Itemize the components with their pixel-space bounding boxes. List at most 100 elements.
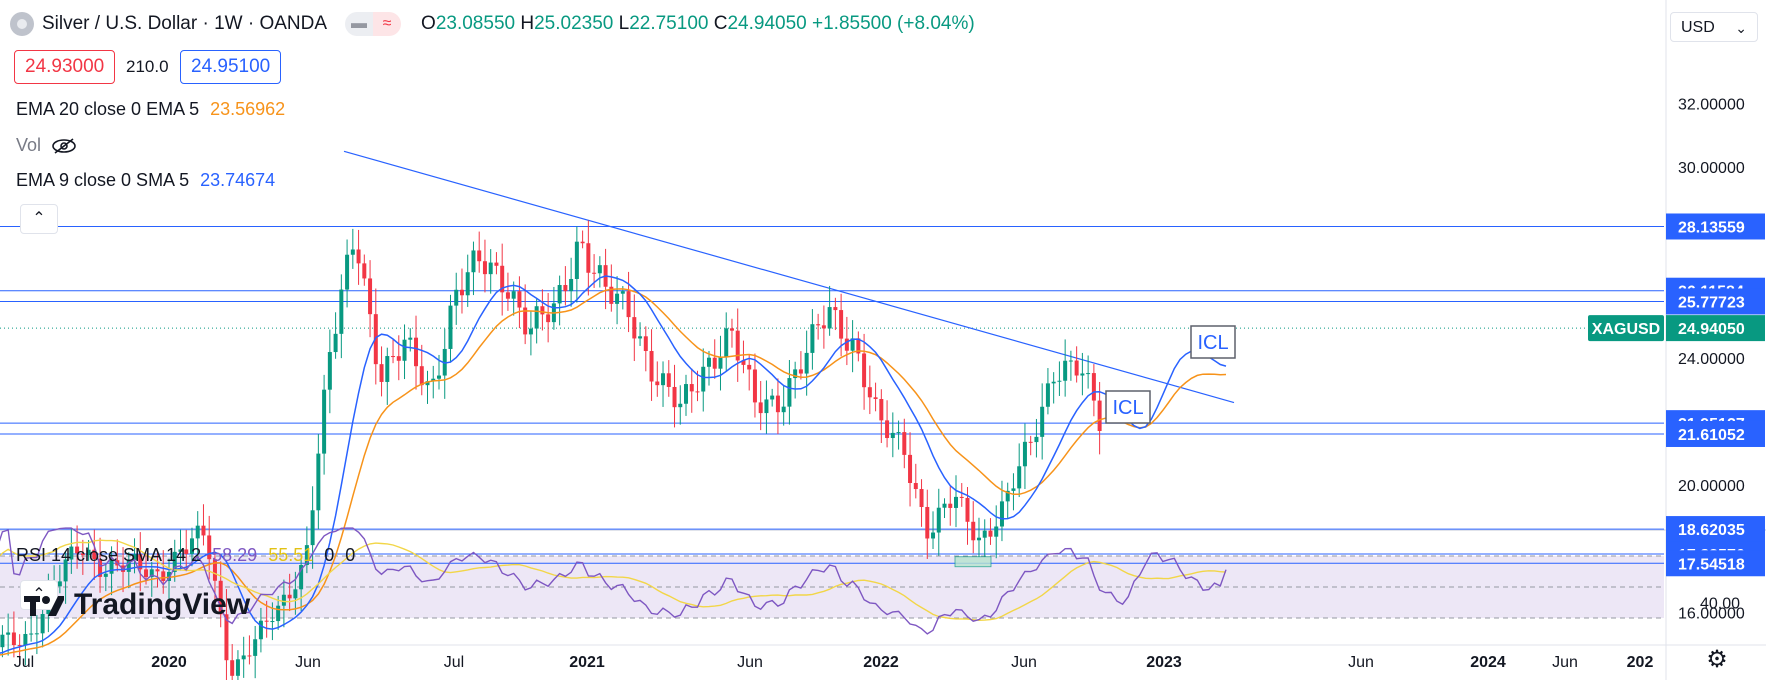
annotation-box <box>1105 390 1151 424</box>
current-price-tag[interactable] <box>1666 315 1765 342</box>
candle-body <box>563 285 568 292</box>
symbol-title[interactable]: Silver / U.S. Dollar · 1W · OANDA <box>42 13 328 34</box>
collapse-legend-button[interactable]: ⌃ <box>20 204 58 234</box>
high-value: 25.02350 <box>534 13 614 34</box>
wave-icon[interactable]: ≈ <box>373 12 402 36</box>
candle-body <box>988 530 993 537</box>
candle-body <box>729 328 734 331</box>
candle-body <box>586 243 591 273</box>
symbol-tag-label: XAGUSD <box>1592 321 1660 338</box>
low-key: L <box>618 13 630 34</box>
candle-body <box>385 356 390 382</box>
candle-body <box>167 571 171 581</box>
candle-body <box>6 632 11 635</box>
candle-body <box>850 338 855 351</box>
candle-body <box>620 291 625 294</box>
candle-body <box>436 375 441 379</box>
candle-body <box>40 614 45 634</box>
candle-body <box>833 307 838 311</box>
candle-body <box>948 503 953 508</box>
candle-body <box>684 384 689 404</box>
candle-body <box>230 660 235 676</box>
candle-body <box>379 364 384 382</box>
candle-body <box>155 569 160 572</box>
time-axis[interactable]: Jul 2020 Jun Jul 2021 Jun 2022 Jun 2023 Jun 2024 Ju… <box>14 654 1654 671</box>
time-tick-label: Jun <box>295 654 321 671</box>
candle-body <box>350 249 355 255</box>
candle-body <box>448 305 453 349</box>
candle-body <box>270 621 275 623</box>
candle-body <box>207 535 212 560</box>
level-price-tag[interactable] <box>1666 550 1765 577</box>
candle-body <box>368 278 373 315</box>
candle-body <box>57 581 62 587</box>
candle-body <box>695 391 700 393</box>
buy-price-box[interactable]: 24.95100 <box>180 50 282 84</box>
candles <box>0 220 1102 680</box>
candle-body <box>477 250 482 262</box>
price-tick-label: 30.00000 <box>1678 160 1745 177</box>
candle-body <box>580 241 585 244</box>
time-tick-label: Jun <box>1348 654 1374 671</box>
horizontal-levels[interactable] <box>0 225 1664 564</box>
candle-body <box>1005 490 1010 502</box>
level-price-tag[interactable] <box>1666 213 1765 240</box>
icl-annotation[interactable]: ICL <box>1105 390 1151 424</box>
eye-hidden-icon[interactable] <box>51 137 77 155</box>
candle-body <box>103 573 108 577</box>
tradingview-logo[interactable]: TradingView <box>24 588 250 622</box>
time-tick-label: 2021 <box>569 654 605 671</box>
candle-body <box>63 559 68 582</box>
sell-price-box[interactable]: 24.93000 <box>14 50 116 84</box>
candle-body <box>592 272 597 274</box>
candle-body <box>775 395 780 413</box>
level-price-tag[interactable] <box>1666 420 1765 447</box>
level-price-label: 25.77723 <box>1678 294 1745 311</box>
collapse-rsi-button[interactable]: ⌃ <box>20 580 58 610</box>
legend-toggles[interactable]: ▬ ≈ <box>345 12 402 36</box>
candle-body <box>626 291 631 318</box>
candle-body <box>258 620 263 640</box>
currency-select[interactable]: USD ⌄ <box>1670 12 1758 42</box>
silver-coin-icon <box>10 12 34 36</box>
rsi-tick-label: 40.00 <box>1700 596 1740 613</box>
trendline[interactable] <box>343 150 1235 404</box>
candle-body <box>879 399 884 421</box>
candle-body <box>615 293 620 304</box>
open-value: 23.08550 <box>435 13 516 34</box>
dash-icon[interactable]: ▬ <box>345 12 374 36</box>
vol-legend[interactable]: Vol <box>16 135 77 156</box>
candle-body <box>1034 436 1039 443</box>
candle-body <box>500 265 505 293</box>
candle-body <box>86 549 91 556</box>
ema-slow-line <box>0 288 1227 656</box>
candle-body <box>1068 360 1073 362</box>
candle-body <box>528 328 533 335</box>
candle-body <box>706 357 711 367</box>
candle-body <box>638 336 643 339</box>
descending-trendline[interactable] <box>343 150 1235 404</box>
candle-body <box>643 336 648 352</box>
candle-body <box>459 289 464 296</box>
icl-annotation[interactable]: ICL <box>1190 325 1236 359</box>
candle-body <box>425 381 430 386</box>
ema9-legend[interactable]: EMA 9 close 0 SMA 5 23.74674 <box>16 170 275 191</box>
ema-fast-line <box>0 275 1227 654</box>
annotations[interactable]: ICL ICL <box>954 325 1236 568</box>
ema20-legend[interactable]: EMA 20 close 0 EMA 5 23.56962 <box>16 99 285 120</box>
level-price-tag[interactable] <box>1666 288 1765 315</box>
level-price-tag[interactable] <box>1666 516 1765 543</box>
symbol-tag <box>1588 315 1664 342</box>
change-value: +1.85500 (+8.04%) <box>812 13 975 34</box>
gear-icon[interactable]: ⚙ <box>1706 646 1728 673</box>
candle-body <box>965 497 970 522</box>
candle-body <box>569 278 574 292</box>
low-highlight-box <box>954 556 992 568</box>
time-tick-label: 2024 <box>1470 654 1506 671</box>
price-axis[interactable]: 16.00000 20.00000 24.00000 30.00000 32.00000… <box>1588 97 1765 623</box>
candle-body <box>212 559 217 581</box>
ema20-label: EMA 20 close 0 EMA 5 <box>16 99 200 119</box>
candle-body <box>655 381 660 386</box>
rsi-legend[interactable]: RSI 14 close SMA 14 2 58.29 55.51 0 0 <box>16 545 355 566</box>
